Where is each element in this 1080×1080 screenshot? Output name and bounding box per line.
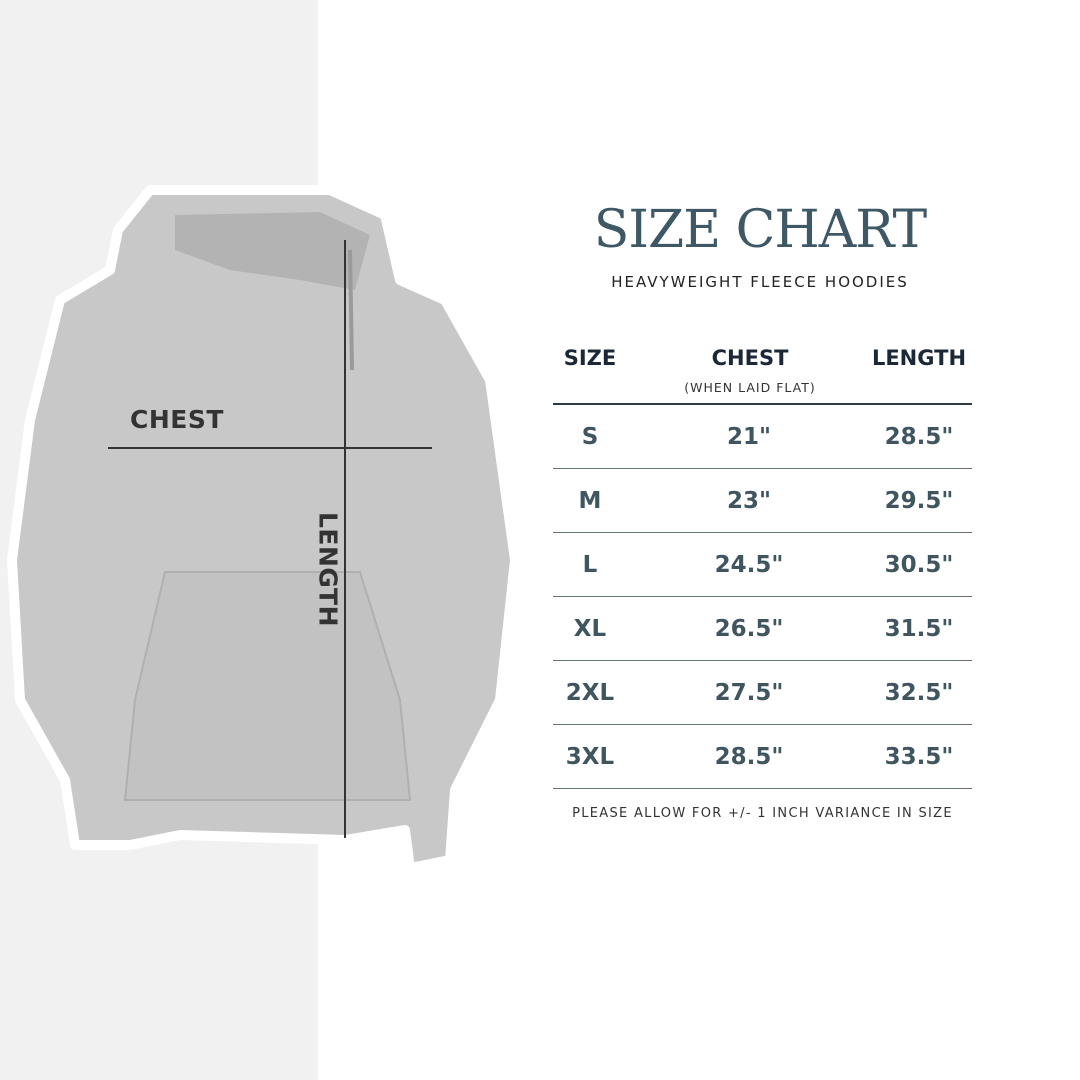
length-cell: 32.5" <box>884 680 954 706</box>
hood-opening <box>175 212 370 290</box>
chest-cell: 21" <box>727 424 771 450</box>
page-subtitle: HEAVYWEIGHT FLEECE HOODIES <box>611 273 909 291</box>
row-divider <box>553 532 972 533</box>
header-rule <box>553 403 972 405</box>
chest-cell: 28.5" <box>714 744 784 770</box>
header-size: SIZE <box>563 346 617 370</box>
size-cell: 3XL <box>565 744 615 770</box>
size-cell: 2XL <box>565 680 615 706</box>
length-cell: 28.5" <box>884 424 954 450</box>
row-divider <box>553 660 972 661</box>
pocket <box>123 571 412 801</box>
table-row: S 21" 28.5" <box>553 405 972 469</box>
size-cell: XL <box>573 616 607 642</box>
chest-cell: 27.5" <box>714 680 784 706</box>
drawstring <box>348 249 354 371</box>
chest-cell: 26.5" <box>714 616 784 642</box>
header-chest: CHEST <box>711 346 789 370</box>
length-label: LENGTH <box>313 512 343 627</box>
table-row: XL 26.5" 31.5" <box>553 597 972 661</box>
length-cell: 33.5" <box>884 744 954 770</box>
row-divider <box>553 596 972 597</box>
page-title: SIZE CHART <box>593 200 927 260</box>
row-divider <box>553 788 972 789</box>
chest-cell: 23" <box>727 488 771 514</box>
chest-note: (WHEN LAID FLAT) <box>684 380 816 395</box>
table-row: M 23" 29.5" <box>553 469 972 533</box>
chest-cell: 24.5" <box>714 552 784 578</box>
size-cell: L <box>582 552 598 578</box>
size-cell: M <box>578 488 602 514</box>
table-row: 3XL 28.5" 33.5" <box>553 725 972 789</box>
size-cell: S <box>581 424 599 450</box>
length-cell: 29.5" <box>884 488 954 514</box>
row-divider <box>553 468 972 469</box>
row-divider <box>553 724 972 725</box>
table-row: 2XL 27.5" 32.5" <box>553 661 972 725</box>
variance-note: PLEASE ALLOW FOR +/- 1 INCH VARIANCE IN … <box>572 806 953 821</box>
chest-label: CHEST <box>130 405 224 434</box>
length-cell: 31.5" <box>884 616 954 642</box>
hoodie-image <box>12 190 515 868</box>
length-cell: 30.5" <box>884 552 954 578</box>
header-length: LENGTH <box>871 346 967 370</box>
table-row: L 24.5" 30.5" <box>553 533 972 597</box>
